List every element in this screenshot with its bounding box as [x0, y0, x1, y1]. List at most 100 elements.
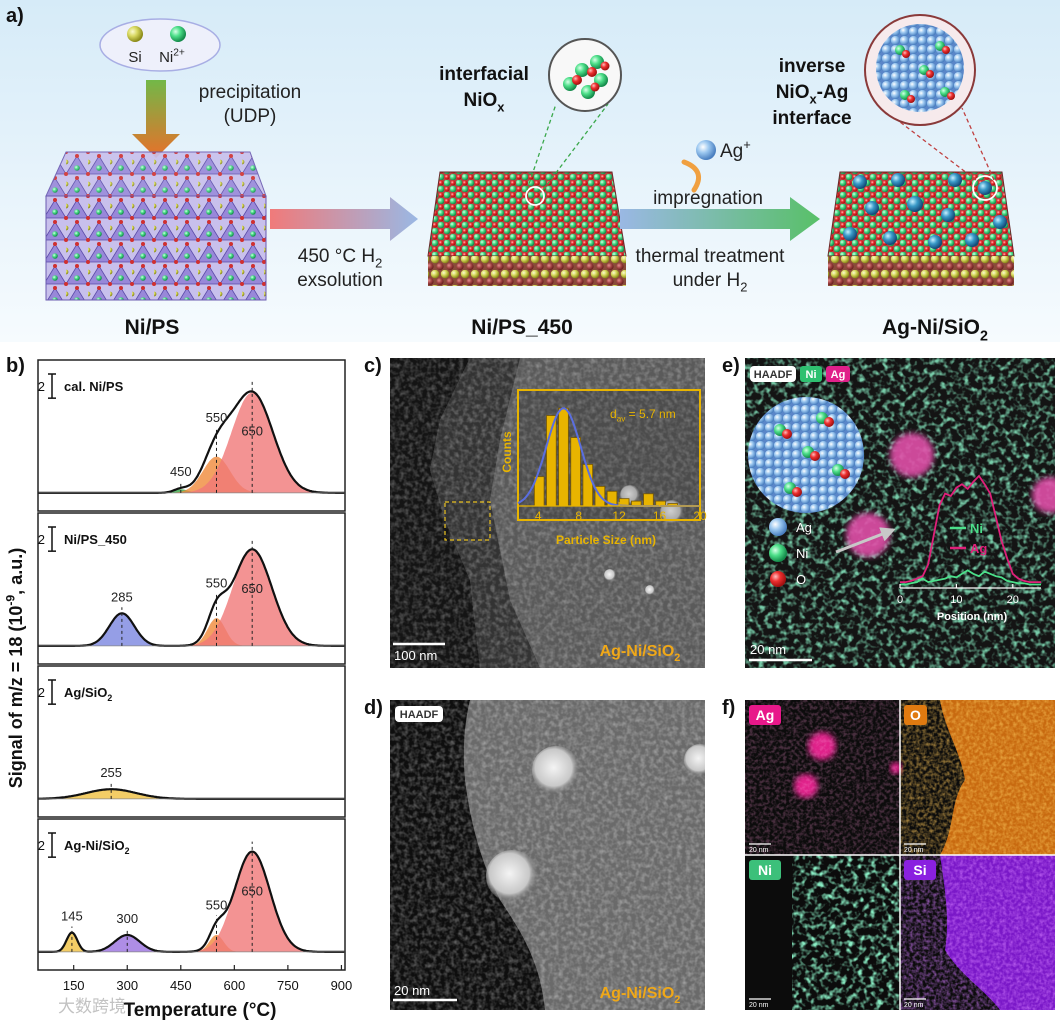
x-tick-label: 300	[116, 978, 138, 993]
step-label: (UDP)	[224, 106, 277, 127]
interface-label: NiOx-Ag	[776, 82, 849, 107]
text-run: Ag/SiO	[64, 685, 107, 700]
material-label: Ni/PS_450	[471, 316, 573, 339]
badge-label: HAADF	[754, 369, 793, 381]
legend-sphere	[769, 518, 787, 536]
histogram-inset: 4 8 12 16 20 Particle Size (nm) Counts dav = 5.…	[500, 389, 707, 547]
sample-name: cal. Ni/PS	[64, 379, 124, 394]
peak-label: 145	[61, 909, 83, 924]
step-label: exsolution	[297, 270, 383, 291]
arrow-right	[620, 197, 820, 241]
subpanel-frame	[37, 818, 346, 971]
ag-ion-sphere	[696, 140, 716, 160]
sample-label: Ag-Ni/SiO2	[600, 985, 681, 1006]
histogram-bar	[643, 493, 654, 507]
eds-map	[745, 358, 1055, 668]
x-axis-label: Particle Size (nm)	[556, 533, 656, 547]
x-axis-label: Position (nm)	[937, 611, 1008, 623]
peak-area	[38, 851, 345, 952]
interface-label: inverse	[779, 56, 846, 77]
text-run: 2+	[173, 48, 185, 59]
panel-label: f)	[722, 697, 735, 719]
text-run: 2	[674, 652, 680, 664]
panel-d: d) HAADF 20 nm Ag-Ni/SiO2	[364, 697, 705, 1010]
sample-name: Ag-Ni/SiO2	[64, 838, 130, 856]
text-run: 2	[674, 994, 680, 1006]
text-run: +	[743, 137, 751, 152]
text-run: Ag-Ni/SiO	[600, 643, 675, 660]
subpanel-frame	[37, 359, 346, 512]
ni-sphere	[170, 26, 186, 42]
arrow-down	[132, 80, 180, 158]
scale-bar-label: 2	[38, 379, 45, 394]
scale-bar-label: 20 nm	[749, 1002, 769, 1009]
scale-bar-label: 2	[38, 685, 45, 700]
average-label: dav = 5.7 nm	[610, 407, 676, 424]
step-label: 450 °C H2	[298, 246, 382, 271]
stem-image	[390, 700, 705, 1010]
peak-label: 550	[206, 576, 228, 591]
y-axis-label: Counts	[500, 431, 514, 473]
x-tick-label: 12	[612, 509, 626, 523]
fit-envelope	[38, 548, 345, 647]
scale-bar-label: 20 nm	[750, 642, 786, 657]
x-tick-label: 750	[277, 978, 299, 993]
peak-area	[38, 789, 345, 799]
element-label: Si	[913, 862, 926, 878]
stem-image	[390, 358, 705, 668]
text-run: 2	[125, 846, 130, 856]
x-tick-label: 900	[331, 978, 353, 993]
scale-bar-label: 20 nm	[904, 1002, 924, 1009]
scale-bar-label: 20 nm	[749, 847, 769, 854]
element-badge	[904, 860, 936, 880]
badge-label: HAADF	[400, 709, 439, 721]
element-label: Ag	[756, 707, 775, 723]
text-run: x	[497, 100, 505, 115]
text-run: Ag-Ni/SiO	[600, 985, 675, 1002]
peak-area	[38, 549, 345, 646]
x-tick-label: 4	[535, 509, 542, 523]
panel-b: b) Signal of m/z = 18 (10-9, a.u.) Tempe…	[3, 355, 352, 1021]
peak-label: 650	[241, 884, 263, 899]
badge	[800, 366, 822, 382]
ni-ps-block	[45, 151, 267, 301]
profile-line	[900, 569, 1041, 586]
panel-label: c)	[364, 355, 382, 377]
x-tick-label: 150	[63, 978, 85, 993]
element-badge	[904, 705, 927, 725]
panel-f: f) Ag 20 nm O 20 nm Ni 20 nm Si 20 nm	[722, 697, 1055, 1010]
sample-name: Ag/SiO2	[64, 685, 112, 703]
ion-label: Ag+	[720, 137, 751, 162]
peak-area	[38, 935, 345, 952]
panel-label: b)	[6, 355, 25, 377]
peak-label: 255	[100, 765, 122, 780]
ag-ni-sio2-slab	[827, 14, 1015, 286]
text-run: NiO	[776, 82, 810, 103]
legend-sphere	[769, 544, 787, 562]
sample-name: Ni/PS_450	[64, 532, 127, 547]
subpanel-frame	[37, 512, 346, 665]
sample-label: Ag-Ni/SiO2	[600, 643, 681, 664]
text-run: 2	[980, 328, 988, 344]
x-tick-label: 0	[897, 594, 903, 606]
text-run: d	[610, 407, 617, 421]
legend-label: Ag	[796, 520, 812, 535]
x-tick-label: 8	[575, 509, 582, 523]
text-run: 2	[375, 256, 382, 271]
subpanel-frame	[37, 665, 346, 818]
interface-label: interface	[772, 108, 851, 129]
tpd-subpanel: 285 550 650 2 Ni/PS_450	[37, 512, 346, 665]
peak-area	[38, 932, 345, 952]
panel-label: e)	[722, 355, 740, 377]
peak-area	[38, 613, 345, 646]
text-run: 2	[107, 693, 112, 703]
scale-bar-label: 20 nm	[394, 983, 430, 998]
tpd-subpanel: 450 550 650 2 cal. Ni/PS	[37, 359, 346, 512]
legend-sphere	[770, 571, 786, 587]
profile-line	[900, 474, 1041, 583]
badge	[395, 706, 443, 722]
panel-label: d)	[364, 697, 383, 719]
interface-label: interfacial	[439, 64, 529, 85]
